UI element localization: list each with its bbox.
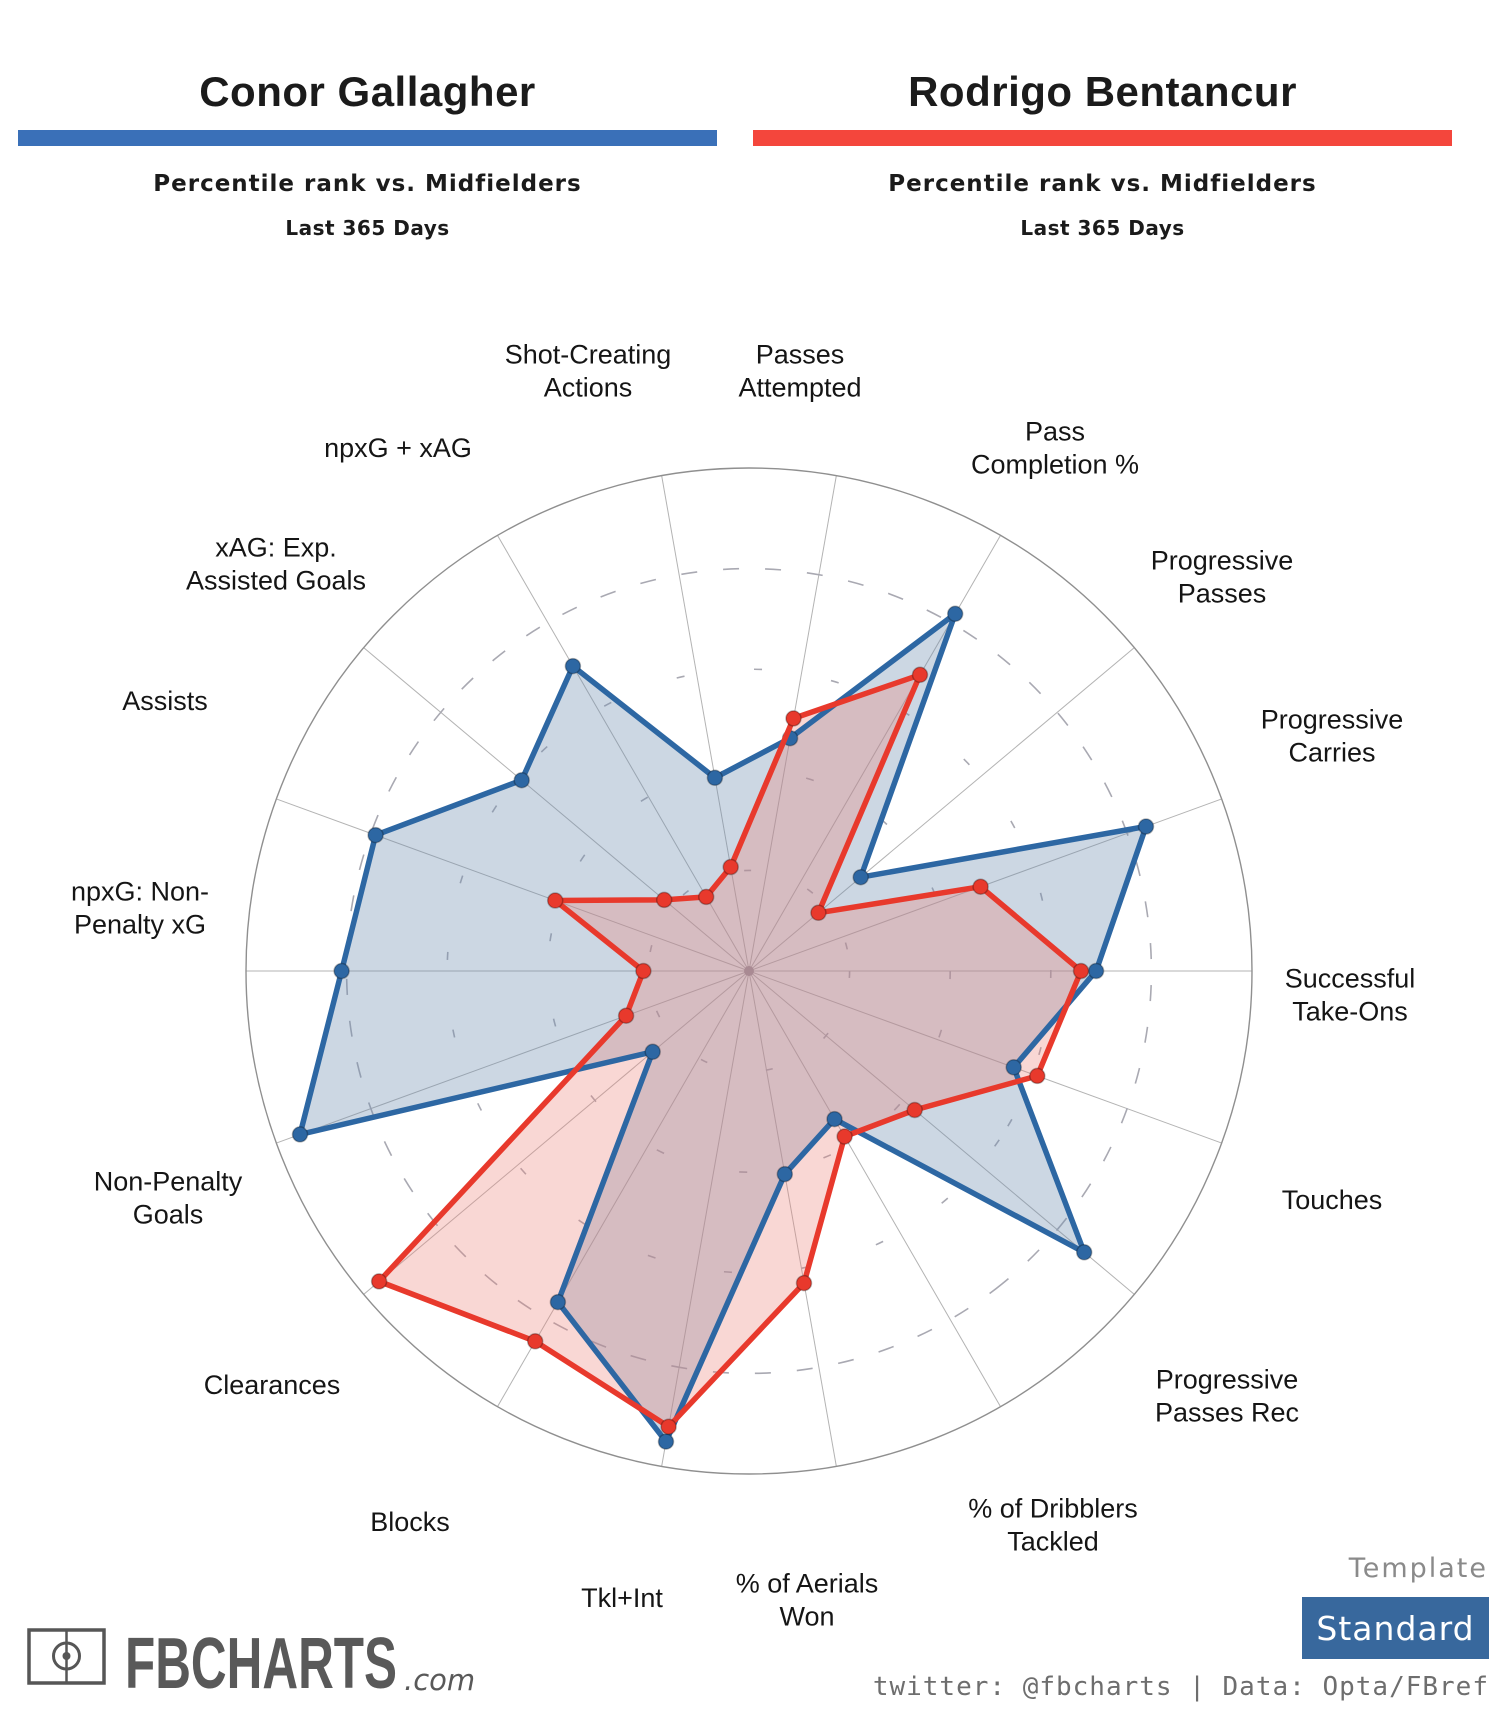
logo-wordmark: FBCHARTS (125, 1624, 397, 1704)
axis-label-xag-exp-assisted-goals: xAG: Exp. Assisted Goals (186, 533, 366, 596)
radar-fill-conor-gallagher (300, 613, 1146, 1442)
axis-label-clearances: Clearances (204, 1370, 341, 1400)
axis-label-passes-attempted: Passes Attempted (738, 340, 861, 403)
right-player-period: Last 365 Days (1020, 216, 1185, 240)
axis-label-npxg-non-penalty-xg: npxG: Non-Penalty xG (71, 877, 209, 940)
axis-label-successful-take-ons: Successful Take-Ons (1285, 964, 1416, 1027)
logo-suffix: .com (404, 1663, 475, 1697)
axis-label-shot-creating-actions: Shot-Creating Actions (505, 340, 672, 403)
left-player-name: Conor Gallagher (199, 68, 536, 115)
radar-fill-rodrigo-bentancur (379, 674, 1082, 1427)
template-label: Template (1348, 1553, 1488, 1584)
axis-label-progressive-passes-rec: Progressive Passes Rec (1155, 1365, 1299, 1428)
credit-line: twitter: @fbcharts | Data: Opta/FBref (872, 1672, 1489, 1702)
football-pitch-icon (27, 1628, 106, 1685)
axis-label-blocks: Blocks (370, 1507, 450, 1537)
axis-label-progressive-passes: Progressive Passes (1151, 546, 1294, 609)
radar-axis-labels: Passes Attempted Pass Completion % Progressi… (71, 340, 1415, 1632)
left-player-underline (18, 130, 717, 146)
left-player-period: Last 365 Days (285, 216, 450, 240)
fbcharts-logo: FBCHARTS .com (27, 1624, 475, 1704)
axis-label--of-dribblers-tackled: % of Dribblers Tackled (968, 1494, 1138, 1557)
right-player-name: Rodrigo Bentancur (908, 68, 1297, 115)
right-player-underline (753, 130, 1452, 146)
right-player-subtitle: Percentile rank vs. Midfielders (888, 171, 1317, 197)
axis-label-touches: Touches (1282, 1185, 1383, 1215)
axis-label-pass-completion-: Pass Completion % (971, 417, 1139, 480)
left-player-subtitle: Percentile rank vs. Midfielders (153, 171, 582, 197)
radar-markers-conor-gallagher (291, 605, 1155, 1450)
axis-label-progressive-carries: Progressive Carries (1261, 705, 1404, 768)
radar-markers-rodrigo-bentancur (370, 666, 1090, 1435)
axis-label-npxg-xag: npxG + xAG (324, 433, 472, 463)
axis-label-non-penalty-goals: Non-Penalty Goals (94, 1167, 243, 1230)
template-standard-button[interactable]: Standard (1302, 1597, 1489, 1659)
left-player-header: Conor Gallagher Percentile rank vs. Midf… (18, 0, 717, 250)
axis-label-assists: Assists (122, 686, 208, 716)
axis-label-tkl-int: Tkl+Int (581, 1583, 663, 1613)
right-player-header: Rodrigo Bentancur Percentile rank vs. Mi… (753, 0, 1452, 250)
axis-label--of-aerials-won: % of Aerials Won (736, 1569, 879, 1632)
